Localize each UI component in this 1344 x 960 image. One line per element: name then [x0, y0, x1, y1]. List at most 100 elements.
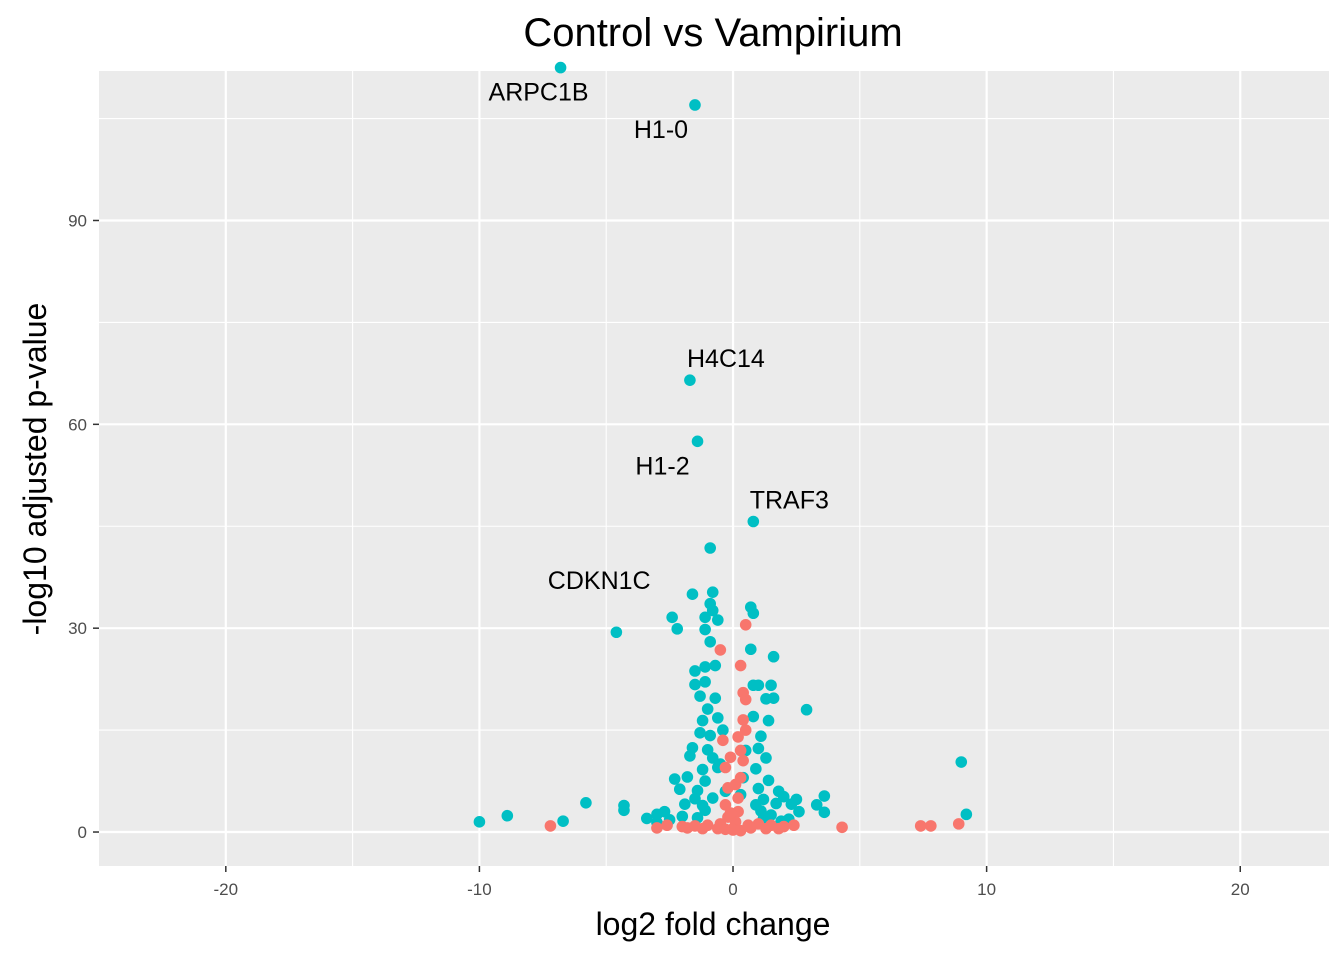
data-point-significant — [704, 542, 716, 554]
gene-label: CDKN1C — [548, 567, 651, 595]
data-point-not-significant — [925, 820, 937, 832]
data-point-significant — [793, 805, 805, 818]
data-point-significant — [699, 804, 711, 817]
data-point-significant — [694, 727, 706, 739]
x-tick-label: -10 — [467, 880, 492, 899]
data-point-significant — [762, 774, 775, 787]
data-point-significant — [696, 714, 709, 727]
data-point-significant — [709, 659, 722, 672]
gene-label: H1-2 — [635, 452, 689, 480]
data-point-significant — [686, 588, 699, 601]
data-point-significant — [712, 614, 724, 626]
data-point-significant — [960, 808, 973, 821]
data-point-significant — [671, 623, 684, 635]
data-point-significant — [679, 798, 691, 810]
data-point-significant — [747, 515, 760, 528]
data-point-significant — [689, 99, 701, 111]
y-tick-label: 30 — [68, 619, 87, 638]
data-point-significant — [684, 750, 696, 762]
data-point-significant — [557, 815, 569, 827]
data-point-significant — [554, 61, 567, 74]
data-point-not-significant — [952, 818, 965, 830]
x-axis-title: log2 fold change — [596, 906, 831, 942]
data-point-significant — [762, 714, 775, 727]
gene-label: H1-0 — [634, 116, 688, 144]
data-point-significant — [706, 586, 719, 598]
data-point-significant — [765, 679, 777, 692]
data-point-significant — [747, 710, 760, 723]
data-point-not-significant — [717, 734, 729, 747]
data-point-significant — [818, 806, 831, 819]
data-point-significant — [717, 724, 729, 736]
y-axis-ticks: 0 30 60 90 — [68, 211, 99, 842]
data-point-significant — [760, 752, 772, 764]
x-tick-label: 20 — [1231, 880, 1250, 899]
data-point-not-significant — [760, 822, 772, 835]
data-point-significant — [684, 374, 696, 386]
data-point-not-significant — [732, 792, 744, 804]
data-point-significant — [767, 692, 780, 704]
chart-title: Control vs Vampirium — [523, 11, 902, 55]
data-point-significant — [767, 650, 780, 663]
data-point-significant — [704, 635, 716, 648]
data-point-not-significant — [714, 644, 727, 656]
panel-background — [99, 71, 1329, 866]
data-point-not-significant — [719, 823, 732, 836]
data-point-not-significant — [737, 714, 749, 726]
data-point-significant — [755, 730, 767, 743]
y-tick-label: 0 — [78, 823, 87, 842]
data-point-significant — [706, 792, 719, 804]
data-point-significant — [747, 607, 760, 620]
gene-label: ARPC1B — [489, 79, 589, 107]
x-tick-label: 0 — [728, 880, 737, 899]
x-axis-ticks: -20 -10 0 10 20 — [214, 866, 1250, 899]
data-point-not-significant — [772, 822, 785, 835]
data-point-not-significant — [681, 822, 694, 834]
data-point-not-significant — [836, 821, 848, 834]
data-point-significant — [752, 782, 765, 795]
data-point-significant — [689, 792, 701, 805]
data-point-significant — [668, 773, 681, 785]
data-point-significant — [785, 798, 798, 810]
data-point-not-significant — [724, 751, 737, 764]
data-point-significant — [955, 756, 968, 768]
data-point-significant — [501, 809, 514, 822]
data-point-not-significant — [744, 822, 757, 834]
data-point-not-significant — [651, 822, 663, 834]
data-point-significant — [712, 712, 724, 724]
data-point-not-significant — [724, 807, 737, 819]
data-point-significant — [752, 679, 765, 692]
gene-labels: ARPC1B H1-0 H4C14 H1-2 TRAF3 CDKN1C — [489, 79, 829, 595]
data-point-significant — [699, 775, 711, 787]
data-point-not-significant — [544, 820, 557, 832]
data-point-significant — [699, 623, 711, 636]
data-point-significant — [696, 763, 709, 776]
grid-minor — [99, 71, 1329, 866]
data-point-significant — [706, 604, 719, 617]
data-point-not-significant — [739, 693, 752, 706]
gene-label: TRAF3 — [750, 487, 829, 515]
data-point-significant — [709, 692, 722, 704]
x-tick-label: -20 — [214, 880, 239, 899]
data-point-significant — [689, 665, 701, 677]
data-point-not-significant — [734, 744, 747, 757]
data-point-significant — [699, 661, 711, 673]
x-tick-label: 10 — [977, 880, 996, 899]
data-point-significant — [752, 742, 765, 755]
data-points — [473, 61, 973, 837]
data-point-significant — [777, 790, 790, 803]
data-point-significant — [666, 611, 678, 624]
data-point-significant — [770, 797, 782, 810]
data-point-not-significant — [719, 761, 732, 774]
data-point-significant — [610, 626, 623, 639]
y-tick-label: 90 — [68, 211, 87, 230]
data-point-not-significant — [737, 754, 749, 767]
data-point-not-significant — [914, 820, 927, 832]
data-point-significant — [818, 790, 831, 802]
data-point-significant — [699, 676, 711, 688]
gene-label: H4C14 — [687, 345, 765, 373]
data-point-significant — [580, 797, 592, 809]
data-point-significant — [618, 804, 630, 817]
data-point-significant — [681, 771, 694, 783]
data-point-not-significant — [739, 724, 752, 736]
